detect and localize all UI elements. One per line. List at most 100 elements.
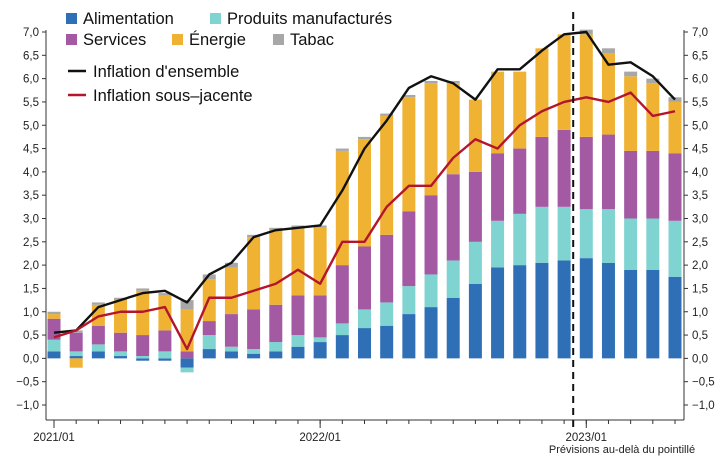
bar-services-11 — [291, 295, 305, 336]
bar-alimentation-7 — [202, 349, 216, 359]
bar-produits-12 — [313, 337, 327, 343]
bar-alimentation-22 — [535, 262, 549, 359]
legend-label-produits: Produits manufacturés — [227, 10, 392, 28]
bar-services-19 — [468, 171, 482, 242]
ytick-label-left: 2,0 — [23, 260, 39, 272]
bar-tabac-5 — [158, 293, 172, 296]
bar-services-13 — [335, 265, 349, 324]
bar-alimentation-2 — [91, 351, 105, 359]
bar-services-28 — [668, 153, 682, 221]
legend-label-ensemble: Inflation d'ensemble — [93, 63, 239, 81]
bar-tabac-7 — [202, 274, 216, 280]
bar-tabac-17 — [424, 80, 438, 84]
ytick-label-right: 0,5 — [692, 330, 708, 342]
bar-produits-4 — [136, 356, 150, 359]
bar-energie-6 — [180, 309, 194, 352]
ytick-label-right: 1,5 — [692, 283, 708, 295]
ytick-label-left: 4,0 — [23, 167, 39, 179]
bar-produits-22 — [535, 206, 549, 263]
bar-produits-18 — [446, 260, 460, 298]
ytick-label-left: −1,0 — [16, 400, 39, 412]
forecast-note: Prévisions au-delà du pointillé — [549, 444, 695, 456]
bar-alimentation-6 — [180, 358, 194, 368]
bar-produits-28 — [668, 220, 682, 277]
bar-services-14 — [358, 246, 371, 310]
bar-services-15 — [380, 234, 394, 303]
bar-energie-25 — [601, 52, 615, 135]
legend-swatch-services — [66, 34, 77, 45]
bar-alimentation-18 — [446, 297, 460, 359]
bar-produits-6 — [180, 367, 194, 373]
bar-produits-16 — [402, 286, 416, 315]
legend-label-services: Services — [83, 31, 146, 49]
bar-tabac-4 — [136, 288, 150, 291]
bar-produits-10 — [269, 342, 283, 352]
bar-energie-21 — [513, 71, 527, 149]
bar-tabac-14 — [358, 136, 371, 140]
bar-alimentation-0 — [47, 351, 61, 359]
bar-energie-11 — [291, 227, 305, 296]
bar-energie-17 — [424, 83, 438, 196]
ytick-label-left: 7,0 — [23, 27, 39, 39]
bar-services-9 — [247, 309, 261, 350]
xtick-label: 2022/01 — [299, 432, 341, 444]
bar-services-23 — [557, 129, 571, 207]
bar-alimentation-25 — [601, 262, 615, 359]
ytick-label-left: 6,0 — [23, 74, 39, 86]
bar-produits-19 — [468, 241, 482, 284]
bar-produits-3 — [114, 351, 128, 357]
ytick-label-left: 0,5 — [23, 330, 39, 342]
bar-energie-18 — [446, 83, 460, 175]
bar-tabac-13 — [335, 148, 349, 151]
axes-layer: 7,0 7,0 6,5 6,5 6,0 6,0 5,5 5,5 5,0 5,0 4,5 4,5 4,0 4… — [16, 12, 715, 444]
bar-services-1 — [69, 332, 83, 352]
bar-produits-9 — [247, 349, 261, 354]
bar-alimentation-23 — [557, 260, 571, 359]
ytick-label-right: 2,0 — [692, 260, 708, 272]
ytick-label-right: 7,0 — [692, 27, 708, 39]
legend-label-alimentation: Alimentation — [83, 10, 174, 28]
bar-energie-28 — [668, 101, 682, 154]
bar-energie-12 — [313, 227, 327, 296]
bar-energie-16 — [402, 97, 416, 212]
bar-energie-22 — [535, 48, 549, 137]
bar-alimentation-4 — [136, 358, 150, 361]
bar-tabac-16 — [402, 94, 416, 98]
bar-services-2 — [91, 325, 105, 345]
bar-alimentation-14 — [358, 328, 371, 359]
bar-alimentation-27 — [646, 269, 660, 359]
bar-produits-25 — [601, 209, 615, 263]
bar-energie-10 — [269, 230, 283, 305]
line-sous_jacente — [53, 91, 676, 351]
bar-produits-15 — [380, 302, 394, 326]
bar-alimentation-9 — [247, 353, 261, 359]
legend: Alimentation Produits manufacturés Service… — [66, 10, 392, 105]
bar-services-24 — [579, 136, 593, 210]
bar-alimentation-17 — [424, 307, 438, 359]
ytick-label-left: 1,5 — [23, 283, 39, 295]
bar-alimentation-20 — [491, 267, 505, 359]
legend-swatch-produits — [210, 13, 221, 24]
bar-alimentation-8 — [224, 351, 238, 359]
bar-tabac-2 — [91, 302, 105, 305]
bar-energie-24 — [579, 34, 593, 137]
bar-tabac-26 — [624, 71, 638, 77]
bars-layer — [47, 29, 682, 373]
bar-services-7 — [202, 321, 216, 336]
ytick-label-left: 3,5 — [23, 190, 39, 202]
bar-energie-14 — [358, 139, 371, 247]
bar-services-22 — [535, 136, 549, 207]
bar-energie-8 — [224, 267, 238, 315]
bar-produits-24 — [579, 209, 593, 259]
bar-alimentation-26 — [624, 269, 638, 359]
bar-tabac-6 — [180, 300, 194, 310]
ytick-label-right: 0,0 — [692, 353, 708, 365]
bar-produits-27 — [646, 218, 660, 270]
lines-layer — [53, 30, 676, 351]
bar-energie-1 — [69, 358, 83, 368]
bar-services-4 — [136, 335, 150, 357]
bar-energie-26 — [624, 76, 638, 151]
ytick-label-left: 2,5 — [23, 237, 39, 249]
bar-alimentation-13 — [335, 335, 349, 359]
legend-swatch-alimentation — [66, 13, 77, 24]
